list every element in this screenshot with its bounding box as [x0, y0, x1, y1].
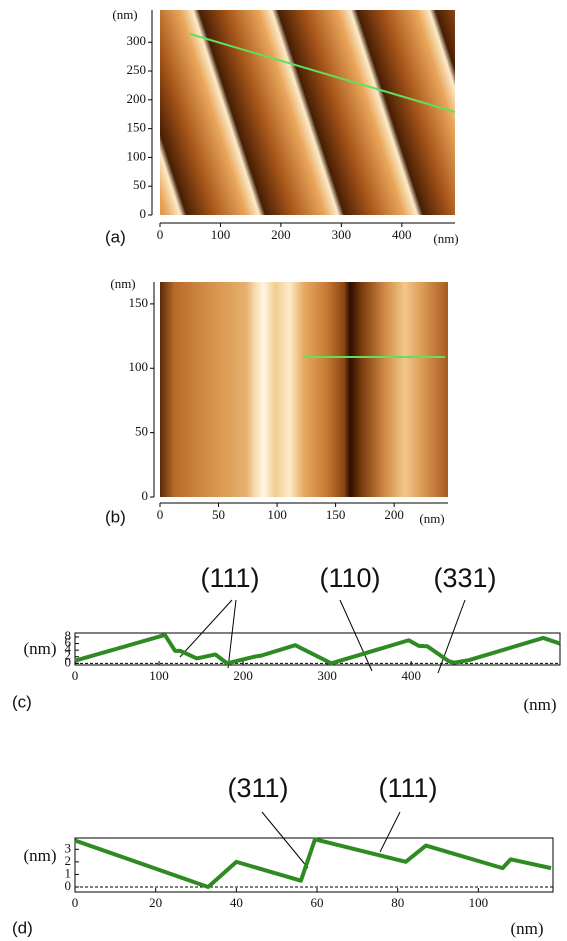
x-axis-label: (nm)	[419, 511, 444, 526]
annotation: (311)	[227, 773, 288, 803]
x-tick-label: 300	[332, 227, 352, 242]
panel-label: (a)	[105, 227, 126, 246]
y-tick-label: 0	[65, 878, 72, 893]
x-tick-label: 0	[157, 507, 164, 522]
y-tick-label: 150	[127, 120, 147, 135]
x-tick-label: 80	[391, 895, 404, 910]
x-tick-label: 300	[317, 668, 337, 683]
leader-line	[261, 811, 309, 869]
leader-line	[339, 599, 373, 672]
x-tick-label: 60	[311, 895, 324, 910]
afm-image	[160, 10, 455, 215]
y-tick-label: 300	[127, 33, 147, 48]
annotation: (111)	[200, 563, 259, 593]
panel-label: (d)	[12, 918, 33, 937]
x-tick-label: 150	[326, 507, 346, 522]
y-tick-label: 6	[65, 635, 72, 650]
x-tick-label: 200	[271, 227, 291, 242]
y-tick-label: 0	[65, 654, 72, 669]
x-tick-label: 100	[211, 227, 231, 242]
y-tick-label: 100	[129, 359, 149, 374]
leader-line	[179, 599, 233, 658]
y-tick-label: 4	[65, 641, 72, 656]
y-tick-label: 250	[127, 62, 147, 77]
profile-line	[189, 33, 456, 113]
x-tick-label: 50	[212, 507, 225, 522]
leader-line	[379, 811, 401, 853]
x-tick-label: 200	[233, 668, 253, 683]
x-tick-label: 0	[72, 895, 79, 910]
x-tick-label: 40	[230, 895, 243, 910]
y-tick-label: 8	[65, 628, 72, 643]
y-axis-label: (nm)	[110, 276, 135, 291]
x-axis-label: (nm)	[510, 919, 543, 938]
y-tick-label: 1	[65, 865, 72, 880]
leader-lines	[179, 599, 466, 869]
x-tick-label: 400	[401, 668, 421, 683]
x-tick-label: 0	[157, 227, 164, 242]
afm-image	[160, 282, 448, 497]
panel-label: (c)	[12, 692, 32, 711]
y-tick-label: 2	[65, 853, 72, 868]
annotation: (111)	[378, 773, 437, 803]
y-tick-label: 2	[65, 648, 72, 663]
x-tick-label: 0	[72, 668, 79, 683]
y-tick-label: 50	[135, 424, 148, 439]
profile	[74, 837, 552, 889]
y-axis-label: (nm)	[112, 7, 137, 22]
profile	[74, 632, 561, 666]
y-axis-label: (nm)	[23, 846, 56, 865]
y-tick-label: 200	[127, 91, 147, 106]
x-tick-label: 200	[384, 507, 404, 522]
leader-line	[227, 599, 237, 669]
y-tick-label: 50	[133, 177, 146, 192]
y-tick-label: 100	[127, 148, 147, 163]
x-tick-label: 100	[149, 668, 169, 683]
annotation: (331)	[433, 563, 496, 593]
x-tick-label: 400	[392, 227, 412, 242]
x-tick-label: 100	[267, 507, 287, 522]
leader-line	[437, 599, 466, 674]
y-axis-label: (nm)	[23, 639, 56, 658]
x-axis-label: (nm)	[433, 231, 458, 246]
y-tick-label: 0	[140, 206, 147, 221]
x-tick-label: 100	[469, 895, 489, 910]
y-tick-label: 150	[129, 295, 149, 310]
x-tick-label: 20	[149, 895, 162, 910]
plot-frame	[74, 632, 561, 666]
x-axis-label: (nm)	[523, 695, 556, 714]
panel-label: (b)	[105, 507, 126, 526]
annotation: (110)	[319, 563, 380, 593]
y-tick-label: 0	[142, 488, 149, 503]
y-tick-label: 3	[65, 840, 72, 855]
